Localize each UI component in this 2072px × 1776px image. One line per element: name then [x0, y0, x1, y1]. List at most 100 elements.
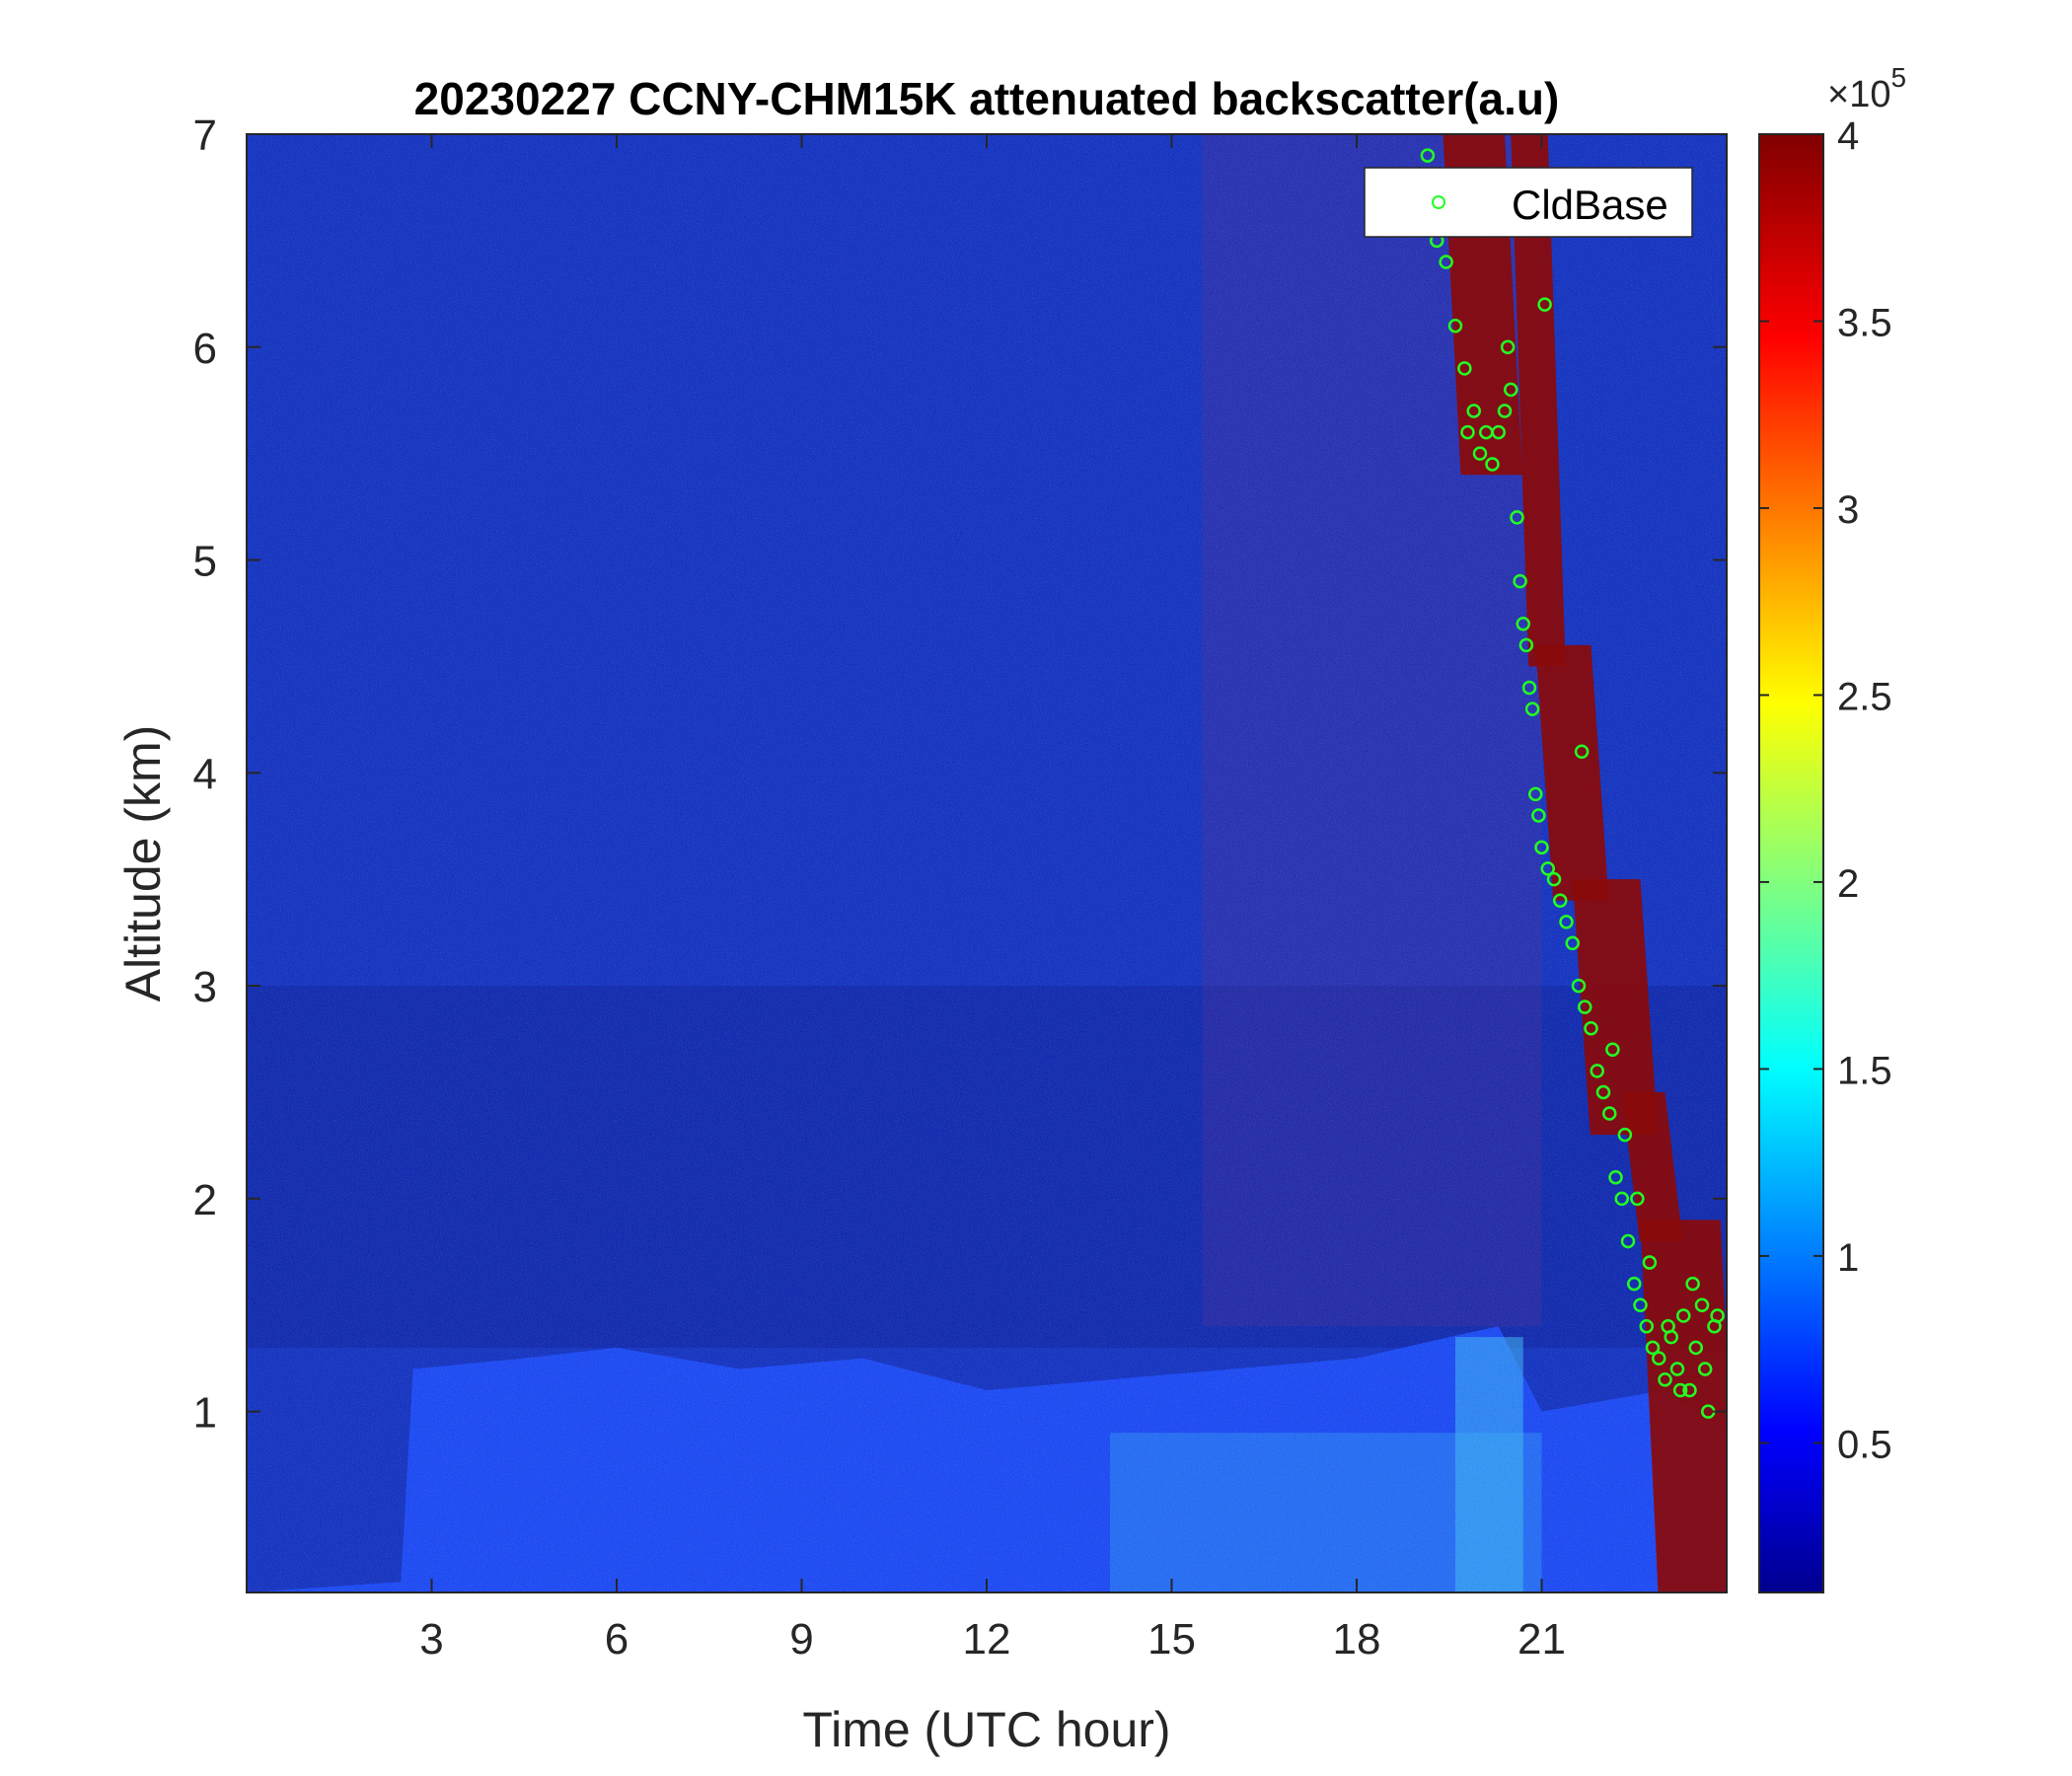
cldbase-point [1528, 786, 1543, 802]
cloud-band [1511, 134, 1566, 667]
cldbase-point [1672, 1382, 1688, 1398]
colorbar-exponent: ×105 [1827, 62, 1906, 115]
cldbase-point [1676, 1308, 1691, 1323]
cldbase-point [1658, 1371, 1672, 1387]
cldbase-point [1633, 1297, 1648, 1312]
cldbase-point [1518, 637, 1534, 653]
cldbase-point [1694, 1297, 1710, 1312]
colorbar-tick-label: 1.5 [1837, 1049, 1892, 1092]
cldbase-point [1553, 893, 1568, 909]
colorbar-tick-label: 1 [1837, 1236, 1859, 1280]
cldbase-point [1420, 148, 1436, 163]
cldbase-point [1537, 297, 1552, 312]
cldbase-point [1504, 382, 1518, 398]
cldbase-point [1685, 1276, 1700, 1292]
cldbase-point [1457, 361, 1472, 376]
cldbase-point [1614, 1191, 1629, 1207]
cldbase-point [1608, 1170, 1623, 1185]
colorbar-tick-label: 3.5 [1837, 301, 1892, 344]
cldbase-point [1472, 446, 1488, 461]
cldbase-point [1578, 999, 1592, 1014]
cldbase-point [1639, 1319, 1654, 1334]
cloud-band [1572, 879, 1659, 1136]
cldbase-point [1682, 1382, 1697, 1398]
cldbase-point [1595, 1084, 1611, 1100]
x-tick-label: 9 [789, 1615, 813, 1664]
cldbase-point [1652, 1351, 1666, 1366]
x-axis: 3 6 9 12 15 18 21 [419, 134, 1566, 1664]
cldbase-point [1602, 1106, 1617, 1121]
x-axis-label: Time (UTC hour) [802, 1702, 1170, 1757]
cloud-band [1640, 1220, 1727, 1592]
colorbar-tick-label: 3 [1837, 488, 1859, 532]
cldbase-point [1531, 808, 1546, 823]
legend: CldBase [1364, 167, 1693, 238]
cldbase-point [1661, 1319, 1675, 1334]
colorbar-gradient [1758, 133, 1824, 1593]
legend-marker [1432, 195, 1445, 209]
y-tick-label: 4 [193, 750, 217, 798]
y-tick-label: 1 [193, 1389, 217, 1438]
x-tick-label: 15 [1147, 1615, 1196, 1664]
x-tick-label: 6 [605, 1615, 629, 1664]
y-tick-label: 5 [193, 538, 217, 586]
cldbase-markers [1420, 148, 1725, 1419]
cldbase-point [1645, 1340, 1661, 1356]
cldbase-point [1669, 1362, 1685, 1376]
cldbase-point [1521, 680, 1537, 696]
cldbase-point [1571, 978, 1587, 994]
cldbase-point [1497, 404, 1513, 418]
y-axis-label: Altitude (km) [115, 725, 171, 1002]
plot-area [247, 134, 1727, 1592]
cldbase-point [1574, 744, 1590, 759]
cloud-band [1535, 644, 1609, 901]
cldbase-point [1559, 915, 1574, 929]
cldbase-point [1485, 457, 1500, 472]
colorbar-tick-label: 2 [1837, 862, 1859, 906]
cldbase-point [1546, 871, 1562, 887]
colorbar-exponent-power: 5 [1890, 62, 1906, 93]
y-tick-label: 6 [193, 325, 217, 373]
cldbase-point [1500, 339, 1516, 355]
cldbase-point [1447, 318, 1463, 333]
y-tick-label: 3 [193, 963, 217, 1011]
cldbase-point [1510, 510, 1524, 525]
cldbase-point [1513, 573, 1527, 589]
cldbase-point [1710, 1308, 1725, 1323]
cldbase-point [1605, 1042, 1620, 1058]
y-tick-label: 7 [193, 111, 217, 160]
colorbar-exponent-base: ×10 [1827, 74, 1890, 115]
cldbase-point [1630, 1191, 1645, 1207]
x-tick-label: 18 [1333, 1615, 1381, 1664]
cldbase-point [1697, 1362, 1713, 1376]
cldbase-point [1540, 861, 1555, 876]
x-tick-label: 3 [419, 1615, 443, 1664]
colorbar-tick-label: 0.5 [1837, 1423, 1892, 1466]
legend-entry-cldbase: CldBase [1512, 182, 1668, 228]
chart-title: 20230227 CCNY-CHM15K attenuated backscat… [414, 73, 1560, 124]
y-axis: 1 2 3 4 5 6 7 [193, 111, 1727, 1438]
cldbase-point [1620, 1233, 1636, 1249]
cldbase-point [1524, 702, 1540, 716]
cldbase-point [1688, 1340, 1703, 1356]
cldbase-point [1460, 424, 1475, 440]
y-tick-label: 2 [193, 1176, 217, 1224]
colorbar-ticks: 0.5 1 1.5 2 2.5 3 3.5 4 [1759, 114, 1892, 1466]
x-tick-label: 12 [963, 1615, 1011, 1664]
legend-box [1364, 167, 1693, 238]
cldbase-point [1617, 1127, 1633, 1143]
colorbar-tick-label: 4 [1837, 114, 1859, 158]
cldbase-point [1439, 255, 1453, 269]
x-tick-label: 21 [1517, 1615, 1566, 1664]
cldbase-point [1534, 840, 1549, 855]
cldbase-point [1584, 1020, 1598, 1036]
cldbase-point [1590, 1064, 1604, 1078]
cldbase-point [1627, 1276, 1642, 1292]
cldbase-point [1565, 935, 1580, 951]
cldbase-point [1491, 424, 1506, 440]
colorbar: 0.5 1 1.5 2 2.5 3 3.5 4 ×105 [1758, 62, 1906, 1593]
cldbase-point [1516, 617, 1530, 631]
colorbar-tick-label: 2.5 [1837, 675, 1892, 718]
cldbase-point [1642, 1255, 1658, 1270]
